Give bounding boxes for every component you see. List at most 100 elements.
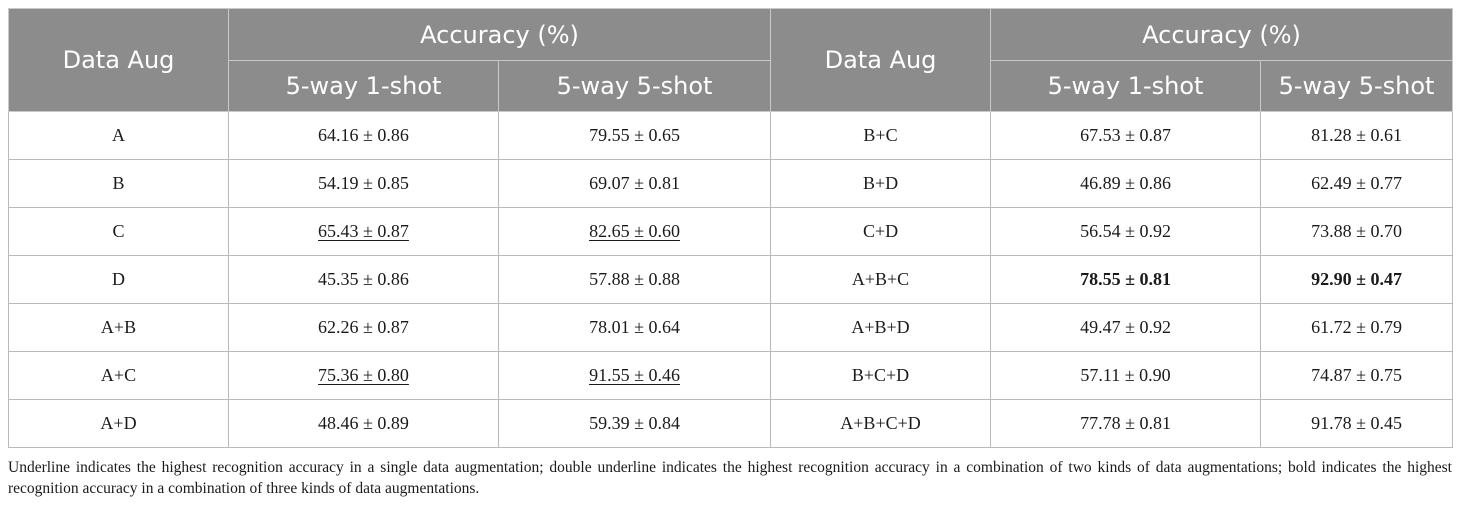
accuracy-1shot-cell-value: 77.78 ± 0.81 xyxy=(1080,413,1171,433)
aug-cell: A+D xyxy=(8,399,229,448)
aug-cell: B+C+D xyxy=(770,351,992,400)
table-row: A+D 48.46 ± 0.89 59.39 ± 0.84 A+B+C+D 77.78 … xyxy=(8,399,1454,448)
accuracy-1shot-cell: 65.43 ± 0.87 xyxy=(228,207,499,256)
table-row: B 54.19 ± 0.85 69.07 ± 0.81 B+D 46.89 ± 0.86… xyxy=(8,159,1454,208)
aug-cell: B+D xyxy=(770,159,992,208)
accuracy-1shot-cell-value: 49.47 ± 0.92 xyxy=(1080,317,1171,337)
aug-cell: B+C xyxy=(770,111,992,160)
header-5shot-left: 5-way 5-shot xyxy=(497,60,772,112)
accuracy-5shot-cell: 73.88 ± 0.70 xyxy=(1260,207,1454,256)
aug-cell-value: A+C xyxy=(100,365,137,385)
accuracy-5shot-cell-value: 59.39 ± 0.84 xyxy=(589,413,680,433)
accuracy-1shot-cell: 49.47 ± 0.92 xyxy=(990,303,1262,352)
accuracy-5shot-cell-value: 81.28 ± 0.61 xyxy=(1311,125,1402,145)
table-row: A+C 75.36 ± 0.80 91.55 ± 0.46 B+C+D 57.11 ± … xyxy=(8,351,1454,400)
accuracy-5shot-cell-value: 91.78 ± 0.45 xyxy=(1311,413,1402,433)
accuracy-1shot-cell-value: 65.43 ± 0.87 xyxy=(318,221,409,241)
aug-cell-value: C+D xyxy=(862,221,899,241)
accuracy-1shot-cell-value: 75.36 ± 0.80 xyxy=(318,365,409,385)
header-row-top: Data Aug Accuracy (%) Data Aug Accuracy … xyxy=(8,8,1454,112)
accuracy-5shot-cell: 62.49 ± 0.77 xyxy=(1260,159,1454,208)
accuracy-1shot-cell: 54.19 ± 0.85 xyxy=(228,159,499,208)
header-5shot-right: 5-way 5-shot xyxy=(1260,60,1454,112)
accuracy-1shot-cell: 57.11 ± 0.90 xyxy=(990,351,1262,400)
accuracy-5shot-cell-value: 69.07 ± 0.81 xyxy=(589,173,680,193)
header-row-sub: 5-way 1-shot 5-way 5-shot 5-way 1-shot 5… xyxy=(9,60,1454,112)
table-row: A+B 62.26 ± 0.87 78.01 ± 0.64 A+B+D 49.47 ± … xyxy=(8,303,1454,352)
aug-cell-value: D xyxy=(112,269,125,289)
accuracy-1shot-cell: 64.16 ± 0.86 xyxy=(228,111,499,160)
accuracy-5shot-cell-value: 62.49 ± 0.77 xyxy=(1311,173,1402,193)
accuracy-5shot-cell: 69.07 ± 0.81 xyxy=(497,159,772,208)
aug-cell: A xyxy=(8,111,229,160)
aug-cell-value: B xyxy=(112,173,125,193)
header-data-aug-left: Data Aug xyxy=(8,8,229,112)
accuracy-5shot-cell: 92.90 ± 0.47 xyxy=(1260,255,1454,304)
aug-cell-value: B+D xyxy=(862,173,899,193)
aug-cell-value: A+D xyxy=(100,413,137,433)
accuracy-5shot-cell: 57.88 ± 0.88 xyxy=(497,255,772,304)
aug-cell-value: B+C+D xyxy=(851,365,910,385)
accuracy-1shot-cell: 67.53 ± 0.87 xyxy=(990,111,1262,160)
accuracy-1shot-cell-value: 57.11 ± 0.90 xyxy=(1080,365,1171,385)
aug-cell: C+D xyxy=(770,207,992,256)
accuracy-1shot-cell: 46.89 ± 0.86 xyxy=(990,159,1262,208)
accuracy-1shot-cell-value: 46.89 ± 0.86 xyxy=(1080,173,1171,193)
accuracy-1shot-cell: 78.55 ± 0.81 xyxy=(990,255,1262,304)
accuracy-5shot-cell-value: 92.90 ± 0.47 xyxy=(1311,269,1402,289)
accuracy-1shot-cell-value: 67.53 ± 0.87 xyxy=(1080,125,1171,145)
aug-cell-value: A+B+C xyxy=(851,269,910,289)
accuracy-5shot-cell: 74.87 ± 0.75 xyxy=(1260,351,1454,400)
aug-cell: B xyxy=(8,159,229,208)
header-data-aug-right: Data Aug xyxy=(770,8,992,112)
accuracy-5shot-cell: 59.39 ± 0.84 xyxy=(497,399,772,448)
aug-cell: A+B+C xyxy=(770,255,992,304)
accuracy-1shot-cell-value: 62.26 ± 0.87 xyxy=(318,317,409,337)
table-row: D 45.35 ± 0.86 57.88 ± 0.88 A+B+C 78.55 ± 0.… xyxy=(8,255,1454,304)
accuracy-5shot-cell: 91.78 ± 0.45 xyxy=(1260,399,1454,448)
table-body: A 64.16 ± 0.86 79.55 ± 0.65 B+C 67.53 ± 0.87… xyxy=(8,111,1454,448)
aug-cell-value: A xyxy=(112,125,125,145)
accuracy-1shot-cell-value: 64.16 ± 0.86 xyxy=(318,125,409,145)
accuracy-5shot-cell-value: 73.88 ± 0.70 xyxy=(1311,221,1402,241)
results-table: Data Aug Accuracy (%) Data Aug Accuracy … xyxy=(8,8,1454,448)
accuracy-5shot-cell-value: 57.88 ± 0.88 xyxy=(589,269,680,289)
table-footnote: Underline indicates the highest recognit… xyxy=(8,459,1452,497)
accuracy-5shot-cell-value: 74.87 ± 0.75 xyxy=(1311,365,1402,385)
accuracy-5shot-cell-value: 61.72 ± 0.79 xyxy=(1311,317,1402,337)
accuracy-5shot-cell-value: 79.55 ± 0.65 xyxy=(589,125,680,145)
accuracy-5shot-cell: 91.55 ± 0.46 xyxy=(497,351,772,400)
accuracy-5shot-cell: 79.55 ± 0.65 xyxy=(497,111,772,160)
accuracy-1shot-cell: 75.36 ± 0.80 xyxy=(228,351,499,400)
accuracy-1shot-cell: 48.46 ± 0.89 xyxy=(228,399,499,448)
accuracy-1shot-cell: 62.26 ± 0.87 xyxy=(228,303,499,352)
accuracy-1shot-cell-value: 56.54 ± 0.92 xyxy=(1080,221,1171,241)
aug-cell-value: A+B+D xyxy=(851,317,910,337)
accuracy-5shot-cell: 61.72 ± 0.79 xyxy=(1260,303,1454,352)
header-accuracy-right: Accuracy (%) xyxy=(990,8,1454,61)
accuracy-5shot-cell-value: 91.55 ± 0.46 xyxy=(589,365,680,385)
accuracy-5shot-cell: 78.01 ± 0.64 xyxy=(497,303,772,352)
aug-cell: A+B+C+D xyxy=(770,399,992,448)
accuracy-5shot-cell: 81.28 ± 0.61 xyxy=(1260,111,1454,160)
accuracy-1shot-cell-value: 78.55 ± 0.81 xyxy=(1080,269,1171,289)
accuracy-1shot-cell-value: 54.19 ± 0.85 xyxy=(318,173,409,193)
accuracy-1shot-cell-value: 48.46 ± 0.89 xyxy=(318,413,409,433)
accuracy-5shot-cell-value: 82.65 ± 0.60 xyxy=(589,221,680,241)
aug-cell: A+C xyxy=(8,351,229,400)
results-table-container: Data Aug Accuracy (%) Data Aug Accuracy … xyxy=(8,8,1454,448)
table-header: Data Aug Accuracy (%) Data Aug Accuracy … xyxy=(8,8,1454,112)
aug-cell-value: A+B+C+D xyxy=(840,413,921,433)
accuracy-1shot-cell: 77.78 ± 0.81 xyxy=(990,399,1262,448)
aug-cell-value: A+B xyxy=(100,317,137,337)
table-row: C 65.43 ± 0.87 82.65 ± 0.60 C+D 56.54 ± 0.92… xyxy=(8,207,1454,256)
accuracy-5shot-cell: 82.65 ± 0.60 xyxy=(497,207,772,256)
accuracy-5shot-cell-value: 78.01 ± 0.64 xyxy=(589,317,680,337)
header-1shot-right: 5-way 1-shot xyxy=(990,60,1262,112)
aug-cell-value: B+C xyxy=(863,125,898,145)
aug-cell: C xyxy=(8,207,229,256)
header-1shot-left: 5-way 1-shot xyxy=(228,60,499,112)
aug-cell-value: C xyxy=(112,221,125,241)
aug-cell: A+B xyxy=(8,303,229,352)
accuracy-1shot-cell-value: 45.35 ± 0.86 xyxy=(318,269,409,289)
